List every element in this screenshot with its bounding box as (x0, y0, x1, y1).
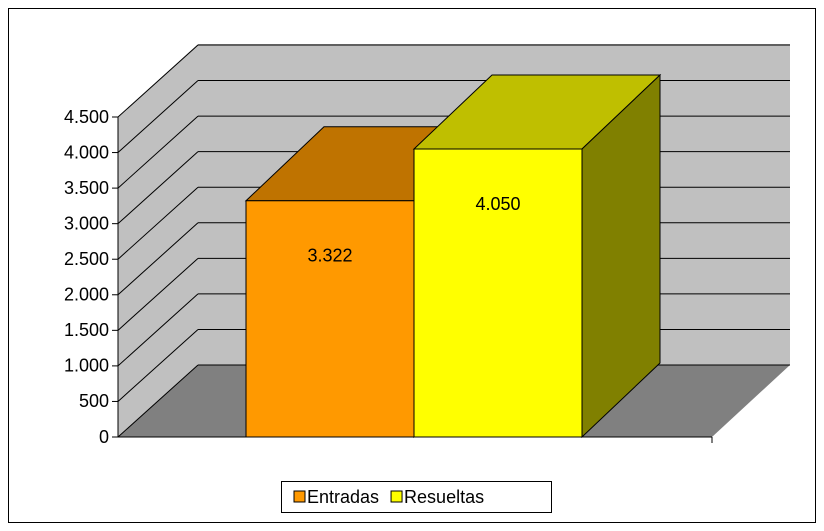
grid-line-side (117, 222, 199, 296)
grid-line-side (117, 364, 199, 438)
grid-line-side (117, 115, 199, 189)
y-tick-label: 500 (79, 391, 109, 411)
y-tick-label: 3.500 (64, 178, 109, 198)
y-tick-label: 4.500 (64, 107, 109, 127)
legend-label: Entradas (307, 487, 379, 507)
y-tick-label: 2.000 (64, 285, 109, 305)
y-tick-label: 3.000 (64, 213, 109, 233)
y-tick-label: 4.000 (64, 142, 109, 162)
bar (245, 200, 415, 438)
data-label: 3.322 (307, 246, 352, 266)
bar (413, 148, 583, 438)
y-tick-label: 2.500 (64, 249, 109, 269)
grid-line-side (117, 80, 199, 153)
side-wall (118, 44, 198, 437)
legend-swatch (390, 490, 403, 503)
data-label: 4.050 (475, 194, 520, 214)
legend-label: Resueltas (404, 487, 484, 507)
grid-line-side (117, 329, 199, 402)
grid-line-side (117, 151, 199, 225)
y-tick-label: 0 (99, 427, 109, 447)
grid-line-side (117, 293, 199, 367)
legend (281, 481, 552, 513)
grid-line-side (117, 186, 199, 260)
legend-swatch (293, 490, 306, 503)
grid-line-side (117, 44, 199, 118)
grid-line-side (117, 257, 199, 331)
y-tick-label: 1.000 (64, 356, 109, 376)
y-tick-label: 1.500 (64, 320, 109, 340)
